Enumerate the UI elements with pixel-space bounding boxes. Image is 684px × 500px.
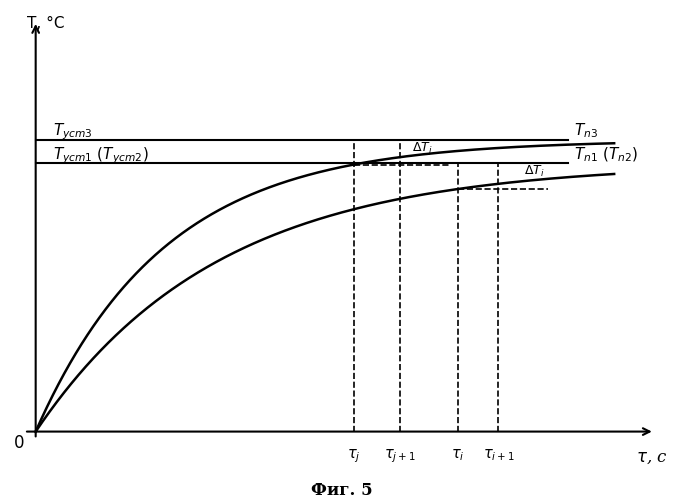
Text: $\tau_i$: $\tau_i$ — [451, 447, 464, 462]
Text: $T_{\mathit{ycm1}}$ $(T_{\mathit{ycm2}})$: $T_{\mathit{ycm1}}$ $(T_{\mathit{ycm2}})… — [53, 146, 148, 166]
Text: $\Delta T_j$: $\Delta T_j$ — [412, 140, 432, 157]
Text: Фиг. 5: Фиг. 5 — [311, 482, 373, 499]
Text: 0: 0 — [14, 434, 25, 452]
Text: $\tau_{j+1}$: $\tau_{j+1}$ — [384, 447, 416, 464]
Text: $T_{\mathit{n3}}$: $T_{\mathit{n3}}$ — [574, 122, 598, 140]
Text: $\tau$, c: $\tau$, c — [636, 449, 668, 466]
Text: T, °C: T, °C — [27, 16, 64, 30]
Text: $T_{\mathit{n1}}$ $(T_{\mathit{n2}})$: $T_{\mathit{n1}}$ $(T_{\mathit{n2}})$ — [574, 146, 637, 164]
Text: $\tau_j$: $\tau_j$ — [347, 447, 360, 464]
Text: $\Delta T_i$: $\Delta T_i$ — [525, 164, 545, 178]
Text: $T_{\mathit{ycm3}}$: $T_{\mathit{ycm3}}$ — [53, 122, 93, 142]
Text: $\tau_{i+1}$: $\tau_{i+1}$ — [483, 447, 514, 462]
